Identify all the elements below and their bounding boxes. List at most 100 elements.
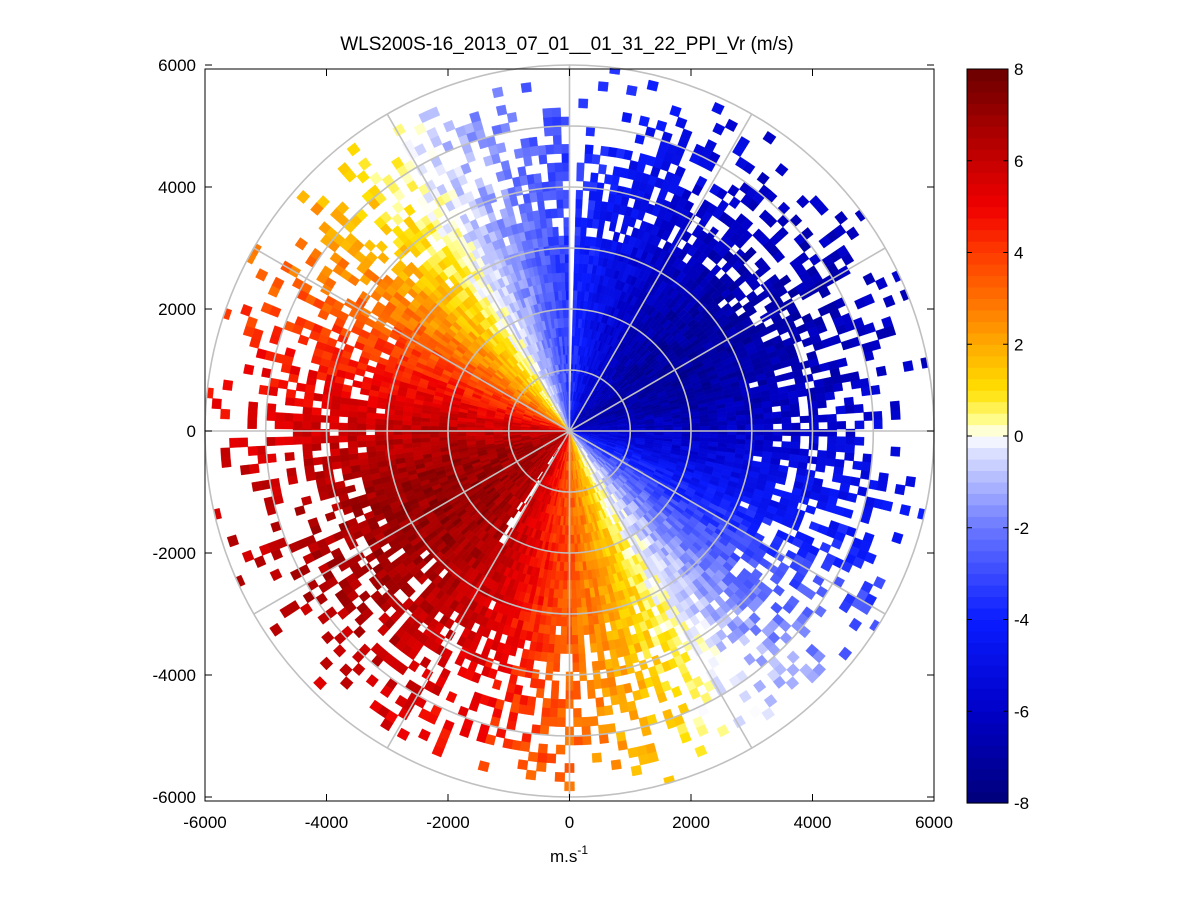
radar-cells bbox=[530, 421, 541, 426]
x-tick-label: -4000 bbox=[305, 813, 348, 832]
y-tick-label: 2000 bbox=[158, 300, 196, 319]
x-tick-label: 6000 bbox=[915, 813, 953, 832]
radar-cells bbox=[441, 245, 453, 257]
azimuth-spoke bbox=[253, 247, 570, 432]
radar-cells bbox=[432, 207, 444, 220]
colorbar-band bbox=[967, 699, 1008, 712]
colorbar-band bbox=[967, 527, 1008, 540]
radar-cells bbox=[296, 289, 576, 563]
colorbar-band bbox=[967, 470, 1008, 483]
radar-cells bbox=[415, 279, 628, 581]
radar-cells bbox=[442, 318, 610, 689]
radar-cells bbox=[708, 588, 720, 600]
radar-cells bbox=[443, 347, 592, 763]
radar-cells bbox=[584, 241, 864, 447]
radar-cells bbox=[472, 257, 486, 302]
colorbar-band bbox=[967, 321, 1008, 334]
radar-cells bbox=[491, 311, 501, 323]
radar-cells bbox=[761, 624, 774, 638]
radar-cells bbox=[597, 116, 688, 333]
colorbar-band bbox=[967, 562, 1008, 575]
radar-cells bbox=[495, 248, 504, 260]
radar-cells bbox=[408, 317, 607, 606]
radar-cells bbox=[674, 591, 685, 604]
radar-cells bbox=[636, 540, 646, 552]
radar-cells bbox=[572, 391, 576, 402]
colorbar-band bbox=[967, 160, 1008, 173]
radar-cells bbox=[696, 724, 709, 737]
colorbar-band bbox=[967, 195, 1008, 208]
x-axis-label-text: m.s bbox=[550, 847, 577, 866]
radar-cells bbox=[738, 689, 752, 704]
radar-cells bbox=[572, 317, 577, 328]
colorbar-band bbox=[967, 69, 1008, 82]
colorbar-band bbox=[967, 722, 1008, 735]
radar-cells bbox=[329, 251, 606, 662]
axis-ticks bbox=[204, 64, 935, 801]
colorbar-band bbox=[967, 504, 1008, 517]
radar-cells bbox=[761, 707, 776, 721]
colorbar-band bbox=[967, 344, 1008, 357]
radar-cells bbox=[680, 219, 888, 465]
radar-cells bbox=[421, 203, 433, 216]
radar-cells bbox=[649, 616, 659, 628]
radar-cells bbox=[727, 582, 740, 594]
radar-cells bbox=[583, 291, 590, 302]
radar-cells bbox=[609, 218, 754, 434]
radar-cells bbox=[700, 498, 711, 507]
colorbar-band bbox=[967, 80, 1008, 93]
colorbar-band bbox=[967, 596, 1008, 609]
radar-cells bbox=[638, 620, 689, 736]
radar-cells bbox=[550, 208, 664, 496]
radar-cells bbox=[635, 368, 654, 380]
colorbar-band bbox=[967, 493, 1008, 506]
colorbar-band bbox=[967, 436, 1008, 449]
x-tick-label: 4000 bbox=[794, 813, 832, 832]
colorbar-band bbox=[967, 585, 1008, 598]
colorbar-band bbox=[967, 780, 1008, 793]
colorbar-tick-label: 6 bbox=[1014, 152, 1023, 171]
y-tick-label: 4000 bbox=[158, 178, 196, 197]
colorbar-band bbox=[967, 688, 1008, 701]
colorbar: 8 6 4 2 0 -2 -4 -6 -8 bbox=[966, 60, 1029, 813]
radar-cells bbox=[715, 617, 728, 630]
colorbar-band bbox=[967, 516, 1008, 529]
y-tick-label: 0 bbox=[187, 422, 196, 441]
radar-cells bbox=[529, 324, 667, 560]
radar-cells bbox=[523, 155, 533, 167]
colorbar-band bbox=[967, 619, 1008, 632]
colorbar-ticks: 8 6 4 2 0 -2 -4 -6 -8 bbox=[967, 60, 1029, 813]
y-tick-label: -2000 bbox=[153, 544, 196, 563]
radar-cells bbox=[745, 589, 758, 602]
colorbar-band bbox=[967, 229, 1008, 242]
radar-cells bbox=[258, 367, 554, 653]
radar-cells bbox=[410, 298, 628, 705]
colorbar-band bbox=[967, 665, 1008, 678]
colorbar-tick-label: -2 bbox=[1014, 519, 1029, 538]
azimuth-spoke bbox=[568, 113, 753, 432]
colorbar-band bbox=[967, 573, 1008, 586]
y-tick-label: -6000 bbox=[153, 788, 196, 807]
azimuth-spoke bbox=[386, 113, 571, 432]
radar-cells bbox=[251, 243, 589, 792]
colorbar-band bbox=[967, 413, 1008, 426]
radar-cells bbox=[510, 243, 705, 615]
radar-cells bbox=[563, 217, 570, 227]
colorbar-band bbox=[967, 757, 1008, 770]
radar-cells bbox=[639, 639, 649, 652]
radar-cells bbox=[535, 256, 705, 519]
radar-cells bbox=[527, 377, 536, 386]
radar-cells bbox=[452, 295, 463, 306]
colorbar-band bbox=[967, 206, 1008, 219]
radar-cells bbox=[496, 218, 506, 230]
azimuth-spoke bbox=[569, 247, 886, 432]
radar-cells bbox=[493, 269, 502, 280]
colorbar-tick-label: 4 bbox=[1014, 244, 1023, 263]
colorbar-band bbox=[967, 149, 1008, 162]
azimuth-spoke bbox=[386, 430, 571, 749]
colorbar-band bbox=[967, 642, 1008, 655]
colorbar-band bbox=[967, 390, 1008, 403]
colorbar-band bbox=[967, 734, 1008, 747]
colorbar-band bbox=[967, 309, 1008, 322]
colorbar-band bbox=[967, 126, 1008, 139]
